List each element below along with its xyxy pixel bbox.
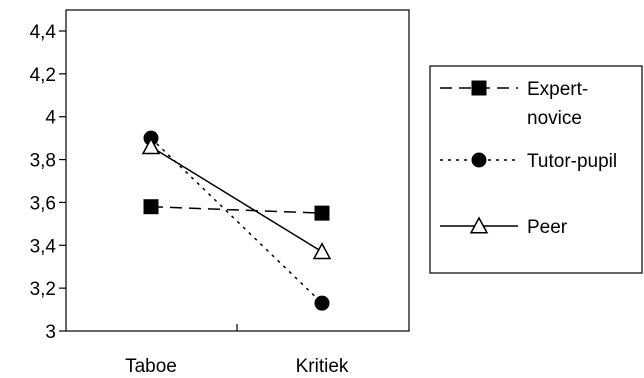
- legend-label: Peer: [527, 217, 568, 238]
- triangle-marker: [312, 242, 332, 260]
- series-line: [150, 146, 323, 253]
- axes: 3 3,2 3,4 3,6 3,8 4 4,2 4,4 Taboe Kritiek: [30, 22, 349, 377]
- y-tick-label: 4: [45, 108, 56, 129]
- x-tick-label: Kritiek: [296, 356, 349, 377]
- circle-marker: [314, 295, 330, 311]
- plot-frame: [65, 9, 410, 332]
- y-tick-label: 3,6: [30, 193, 56, 214]
- series-lines: [141, 130, 332, 311]
- y-tick-label: 4,4: [30, 22, 57, 43]
- y-tick-label: 3,4: [30, 236, 57, 257]
- plot-area: 3 3,2 3,4 3,6 3,8 4 4,2 4,4 Taboe Kritiek: [30, 9, 410, 377]
- square-marker: [314, 205, 330, 221]
- circle-marker: [471, 152, 487, 168]
- legend-label: novice: [527, 108, 582, 129]
- y-tick-label: 3,8: [30, 151, 56, 172]
- x-tick-label: Taboe: [125, 356, 177, 377]
- series-line: [150, 205, 323, 214]
- legend-label: Expert-: [527, 79, 588, 100]
- legend-label: Tutor-pupil: [527, 151, 617, 172]
- legend: Expert-novice Tutor-pupil Peer: [429, 65, 643, 274]
- y-tick-label: 4,2: [30, 65, 56, 86]
- y-tick-label: 3,2: [30, 279, 56, 300]
- triangle-marker: [469, 216, 489, 234]
- triangle-marker: [141, 137, 161, 155]
- square-marker: [471, 80, 487, 96]
- y-tick-label: 3: [45, 322, 56, 343]
- legend-box: [429, 65, 643, 274]
- square-marker: [143, 199, 159, 215]
